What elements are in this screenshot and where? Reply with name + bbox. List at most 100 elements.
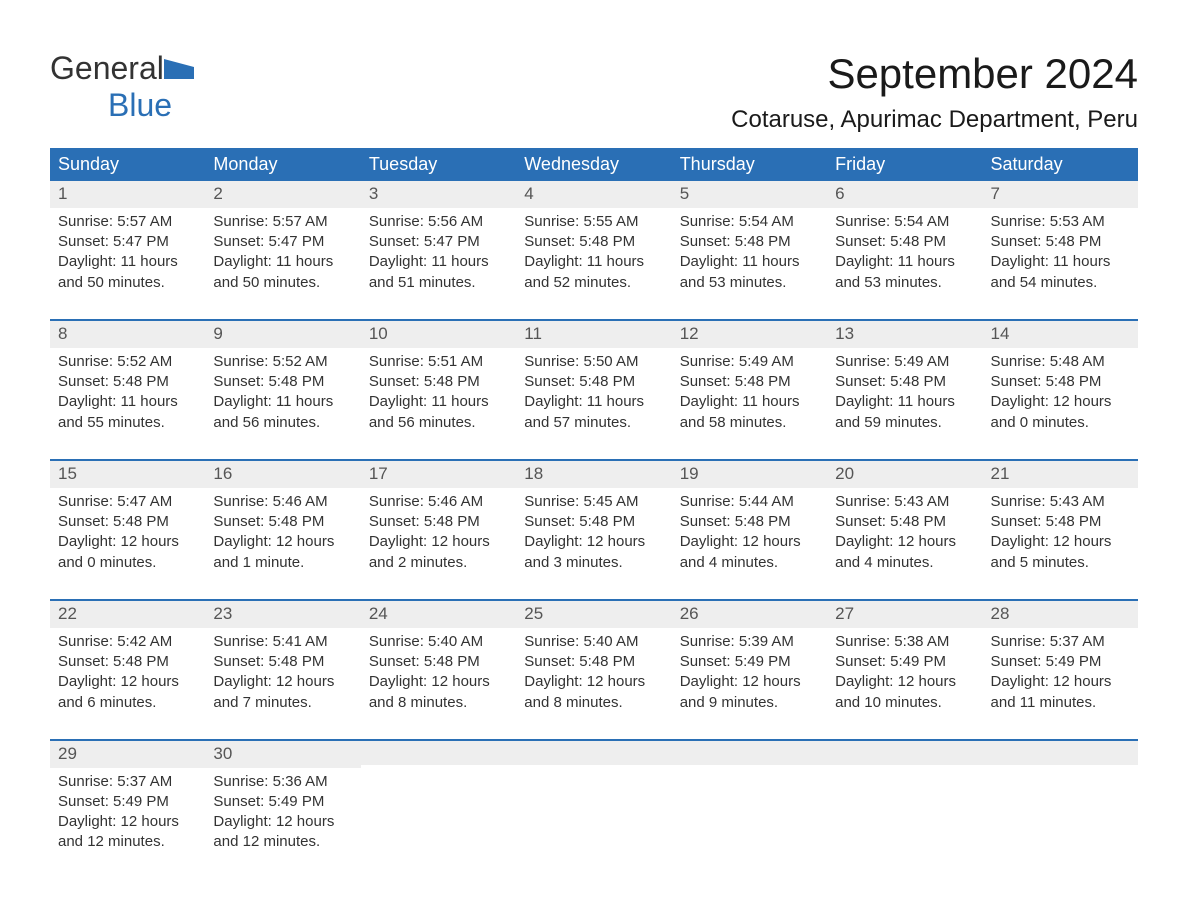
day-line-sunrise: Sunrise: 5:46 AM [369,492,508,512]
logo: General Blue [50,50,194,124]
day-number: 3 [361,181,516,208]
day-body: Sunrise: 5:50 AMSunset: 5:48 PMDaylight:… [516,348,671,437]
day-cell: 2Sunrise: 5:57 AMSunset: 5:47 PMDaylight… [205,181,360,297]
day-line-sunrise: Sunrise: 5:49 AM [680,352,819,372]
day-line-d2: and 1 minute. [213,553,352,573]
day-line-d1: Daylight: 12 hours [213,672,352,692]
day-cell: 28Sunrise: 5:37 AMSunset: 5:49 PMDayligh… [983,601,1138,717]
day-cell [983,741,1138,857]
day-line-d2: and 7 minutes. [213,693,352,713]
day-line-d1: Daylight: 11 hours [680,392,819,412]
day-line-d1: Daylight: 11 hours [58,252,197,272]
day-line-d1: Daylight: 12 hours [991,672,1130,692]
day-body: Sunrise: 5:39 AMSunset: 5:49 PMDaylight:… [672,628,827,717]
day-number: 25 [516,601,671,628]
day-cell: 27Sunrise: 5:38 AMSunset: 5:49 PMDayligh… [827,601,982,717]
day-line-d2: and 3 minutes. [524,553,663,573]
day-body: Sunrise: 5:48 AMSunset: 5:48 PMDaylight:… [983,348,1138,437]
day-line-sunset: Sunset: 5:48 PM [835,512,974,532]
day-cell: 22Sunrise: 5:42 AMSunset: 5:48 PMDayligh… [50,601,205,717]
day-line-sunrise: Sunrise: 5:41 AM [213,632,352,652]
day-body: Sunrise: 5:41 AMSunset: 5:48 PMDaylight:… [205,628,360,717]
day-number: 2 [205,181,360,208]
day-cell: 29Sunrise: 5:37 AMSunset: 5:49 PMDayligh… [50,741,205,857]
day-line-sunrise: Sunrise: 5:51 AM [369,352,508,372]
day-cell: 7Sunrise: 5:53 AMSunset: 5:48 PMDaylight… [983,181,1138,297]
day-body: Sunrise: 5:54 AMSunset: 5:48 PMDaylight:… [827,208,982,297]
day-line-sunset: Sunset: 5:49 PM [680,652,819,672]
day-line-d2: and 8 minutes. [524,693,663,713]
day-number: 29 [50,741,205,768]
day-number: 6 [827,181,982,208]
day-body: Sunrise: 5:52 AMSunset: 5:48 PMDaylight:… [50,348,205,437]
day-line-d1: Daylight: 11 hours [369,392,508,412]
day-number: 1 [50,181,205,208]
week-row: 8Sunrise: 5:52 AMSunset: 5:48 PMDaylight… [50,319,1138,437]
day-line-sunrise: Sunrise: 5:42 AM [58,632,197,652]
day-number: 20 [827,461,982,488]
day-number: 28 [983,601,1138,628]
day-line-d1: Daylight: 12 hours [835,532,974,552]
day-body: Sunrise: 5:46 AMSunset: 5:48 PMDaylight:… [205,488,360,577]
day-number: 9 [205,321,360,348]
day-cell: 20Sunrise: 5:43 AMSunset: 5:48 PMDayligh… [827,461,982,577]
day-header: Monday [205,148,360,181]
day-line-d2: and 12 minutes. [58,832,197,852]
day-line-sunrise: Sunrise: 5:50 AM [524,352,663,372]
day-cell: 5Sunrise: 5:54 AMSunset: 5:48 PMDaylight… [672,181,827,297]
day-number: 24 [361,601,516,628]
day-line-d1: Daylight: 11 hours [835,392,974,412]
day-number: 21 [983,461,1138,488]
logo-text: General Blue [50,50,194,124]
day-line-d2: and 11 minutes. [991,693,1130,713]
day-line-d2: and 6 minutes. [58,693,197,713]
day-line-d1: Daylight: 12 hours [369,532,508,552]
day-line-sunset: Sunset: 5:48 PM [369,512,508,532]
day-body: Sunrise: 5:37 AMSunset: 5:49 PMDaylight:… [50,768,205,857]
day-number: 7 [983,181,1138,208]
day-line-d1: Daylight: 12 hours [680,532,819,552]
day-number: 22 [50,601,205,628]
logo-word-1: General [50,50,164,86]
day-line-sunset: Sunset: 5:49 PM [58,792,197,812]
day-body: Sunrise: 5:49 AMSunset: 5:48 PMDaylight:… [827,348,982,437]
day-body: Sunrise: 5:37 AMSunset: 5:49 PMDaylight:… [983,628,1138,717]
day-header: Wednesday [516,148,671,181]
day-body: Sunrise: 5:57 AMSunset: 5:47 PMDaylight:… [50,208,205,297]
day-line-d1: Daylight: 12 hours [991,532,1130,552]
day-body: Sunrise: 5:43 AMSunset: 5:48 PMDaylight:… [827,488,982,577]
day-line-sunset: Sunset: 5:48 PM [369,652,508,672]
day-header: Thursday [672,148,827,181]
day-cell: 21Sunrise: 5:43 AMSunset: 5:48 PMDayligh… [983,461,1138,577]
day-line-sunset: Sunset: 5:48 PM [680,372,819,392]
day-line-sunset: Sunset: 5:48 PM [58,372,197,392]
day-line-sunset: Sunset: 5:48 PM [213,372,352,392]
day-body: Sunrise: 5:44 AMSunset: 5:48 PMDaylight:… [672,488,827,577]
day-line-sunrise: Sunrise: 5:47 AM [58,492,197,512]
day-line-d1: Daylight: 11 hours [369,252,508,272]
day-body: Sunrise: 5:49 AMSunset: 5:48 PMDaylight:… [672,348,827,437]
day-cell: 10Sunrise: 5:51 AMSunset: 5:48 PMDayligh… [361,321,516,437]
day-line-d2: and 59 minutes. [835,413,974,433]
month-title: September 2024 [731,50,1138,98]
day-line-d2: and 0 minutes. [58,553,197,573]
day-line-sunrise: Sunrise: 5:57 AM [58,212,197,232]
day-line-d2: and 12 minutes. [213,832,352,852]
day-line-sunset: Sunset: 5:48 PM [991,512,1130,532]
day-body: Sunrise: 5:43 AMSunset: 5:48 PMDaylight:… [983,488,1138,577]
day-number: 17 [361,461,516,488]
day-number [672,741,827,765]
day-number: 8 [50,321,205,348]
day-line-sunset: Sunset: 5:48 PM [991,232,1130,252]
day-line-sunrise: Sunrise: 5:54 AM [680,212,819,232]
day-body: Sunrise: 5:47 AMSunset: 5:48 PMDaylight:… [50,488,205,577]
day-body: Sunrise: 5:54 AMSunset: 5:48 PMDaylight:… [672,208,827,297]
day-body: Sunrise: 5:40 AMSunset: 5:48 PMDaylight:… [361,628,516,717]
day-line-d1: Daylight: 11 hours [213,252,352,272]
day-line-sunrise: Sunrise: 5:37 AM [58,772,197,792]
day-cell: 16Sunrise: 5:46 AMSunset: 5:48 PMDayligh… [205,461,360,577]
day-body: Sunrise: 5:57 AMSunset: 5:47 PMDaylight:… [205,208,360,297]
day-cell: 4Sunrise: 5:55 AMSunset: 5:48 PMDaylight… [516,181,671,297]
day-body: Sunrise: 5:36 AMSunset: 5:49 PMDaylight:… [205,768,360,857]
day-line-sunrise: Sunrise: 5:36 AM [213,772,352,792]
